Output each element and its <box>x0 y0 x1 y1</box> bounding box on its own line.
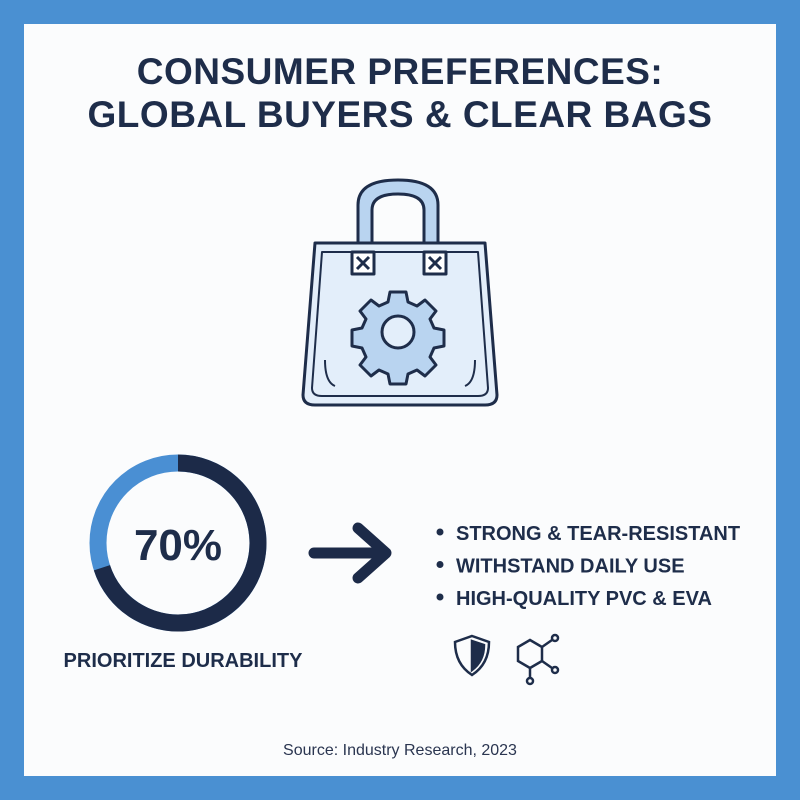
bullet-dot <box>436 593 444 601</box>
bullet-dot <box>436 561 444 568</box>
arrow <box>308 522 392 584</box>
molecule-icon <box>516 633 560 686</box>
bullet-text: HIGH-QUALITY PVC & EVA <box>456 588 712 610</box>
source: Source: Industry Research, 2023 <box>283 742 517 759</box>
stat-caption: PRIORITIZE DURABILITY <box>64 650 304 672</box>
bullet-dot <box>436 528 444 536</box>
stat-label: 70% <box>134 521 222 570</box>
bag-icon <box>301 178 499 407</box>
title-line: GLOBAL BUYERS & CLEAR BAGS <box>88 94 713 135</box>
bullet-list: STRONG & TEAR-RESISTANT WITHSTAND DAILY U… <box>436 523 740 610</box>
bullet-text: WITHSTAND DAILY USE <box>456 556 685 578</box>
bullet-text: STRONG & TEAR-RESISTANT <box>456 523 740 545</box>
title-line: CONSUMER PREFERENCES: <box>137 51 664 92</box>
donut-arc <box>93 454 267 632</box>
shield-icon <box>453 634 491 677</box>
